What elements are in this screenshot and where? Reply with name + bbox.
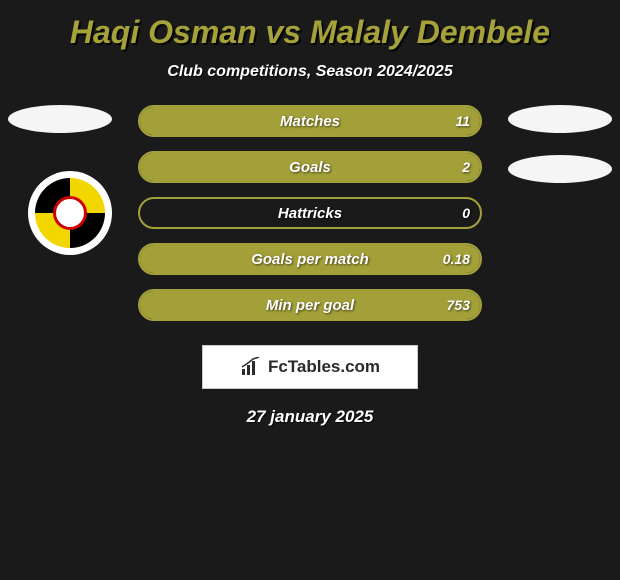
date-text: 27 january 2025 [247, 407, 374, 427]
stat-value-right: 753 [447, 297, 470, 313]
stats-area: Matches 11 Goals 2 Hattricks 0 Goals per… [0, 105, 620, 321]
comparison-card: Haqi Osman vs Malaly Dembele Club compet… [0, 0, 620, 437]
club-badge-center [53, 196, 87, 230]
stat-label: Goals per match [251, 251, 369, 268]
stat-value-right: 0.18 [443, 251, 470, 267]
page-title: Haqi Osman vs Malaly Dembele [70, 14, 550, 51]
stat-value-right: 2 [462, 159, 470, 175]
page-subtitle: Club competitions, Season 2024/2025 [167, 63, 452, 81]
watermark-text: FcTables.com [268, 357, 380, 377]
player-right-placeholder-2 [508, 155, 612, 183]
stat-value-right: 0 [462, 205, 470, 221]
stat-label: Min per goal [266, 297, 354, 314]
stat-label: Goals [289, 159, 331, 176]
stat-row: Min per goal 753 [138, 289, 482, 321]
stat-row: Goals per match 0.18 [138, 243, 482, 275]
chart-icon [240, 357, 262, 377]
stat-label: Matches [280, 113, 340, 130]
club-badge-inner [35, 178, 105, 248]
watermark: FcTables.com [202, 345, 418, 389]
player-left-placeholder [8, 105, 112, 133]
player-right-placeholder-1 [508, 105, 612, 133]
club-badge-left [28, 171, 112, 255]
stat-row: Matches 11 [138, 105, 482, 137]
stat-row: Hattricks 0 [138, 197, 482, 229]
stat-value-right: 11 [455, 113, 470, 129]
stat-label: Hattricks [278, 205, 342, 222]
stat-row: Goals 2 [138, 151, 482, 183]
